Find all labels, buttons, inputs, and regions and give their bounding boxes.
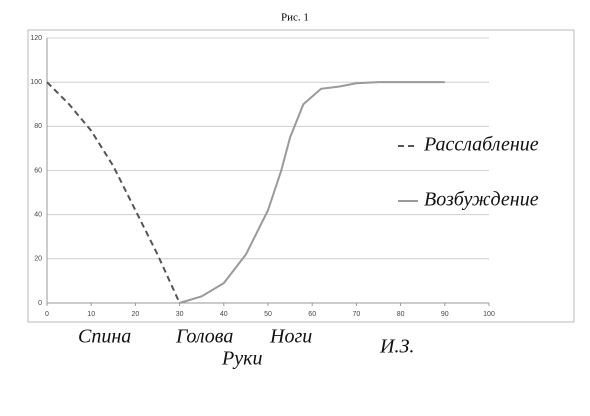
y-tick-label: 0 [38, 300, 42, 307]
annotation: Руки [221, 348, 262, 370]
x-tick-label: 0 [45, 311, 49, 318]
annotation: Ноги [269, 326, 312, 348]
x-tick-label: 100 [483, 311, 495, 318]
annotation: Спина [78, 326, 131, 348]
line-series [179, 81, 445, 304]
y-tick-label: 20 [34, 256, 42, 263]
x-tick-label: 80 [397, 311, 405, 318]
x-tick-label: 30 [176, 311, 184, 318]
line-series [46, 81, 181, 304]
y-tick-label: 100 [30, 79, 42, 86]
chart-title: Рис. 1 [281, 12, 309, 24]
legend-label: Расслабление [423, 134, 539, 156]
y-tick-label: 80 [34, 123, 42, 130]
x-tick-label: 20 [132, 311, 140, 318]
y-tick-label: 120 [30, 35, 42, 42]
y-tick-label: 40 [34, 212, 42, 219]
x-tick-label: 90 [441, 311, 449, 318]
legend-label: Возбуждение [424, 189, 539, 211]
annotation: И.З. [379, 336, 414, 358]
x-tick-label: 40 [220, 311, 228, 318]
x-tick-label: 60 [308, 311, 316, 318]
x-tick-label: 10 [87, 311, 95, 318]
x-tick-label: 50 [264, 311, 272, 318]
chart-frame [27, 29, 575, 323]
y-tick-label: 60 [34, 167, 42, 174]
annotation: Голова [175, 326, 233, 348]
x-tick-label: 70 [353, 311, 361, 318]
